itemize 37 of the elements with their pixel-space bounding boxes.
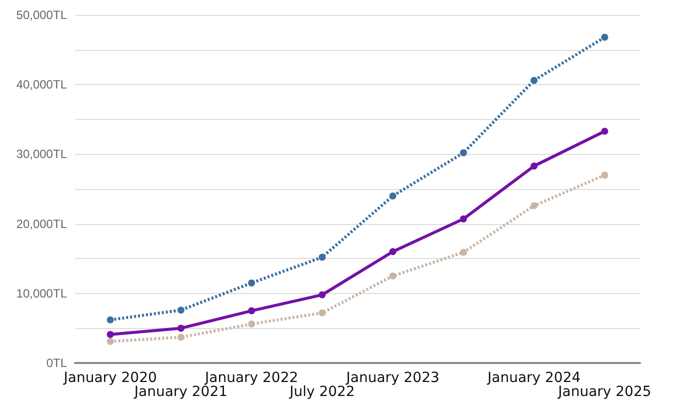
point [318,254,326,261]
point [389,272,396,280]
y-tick-label: 30,000TL [16,147,68,162]
x-tick-label: July 2022 [288,384,355,400]
point [177,334,184,341]
x-tick-label: January 2023 [345,370,440,386]
point [601,34,608,41]
y-tick-label: 50,000TL [16,8,68,22]
point [389,248,396,256]
y-tick-label: 40,000TL [16,78,68,92]
y-tick-label: 20,000TL [16,216,68,231]
point [389,192,396,200]
point [530,202,538,210]
point [177,306,184,314]
y-tick-label: 10,000TL [16,286,68,300]
point [460,149,467,156]
point [530,162,538,170]
y-tick-label: 0TL [46,356,68,370]
x-tick-label: January 2024 [486,370,581,386]
point [530,76,538,84]
point [106,338,114,345]
x-tick-label: January 2022 [204,370,298,386]
point [177,324,184,332]
point [106,330,114,338]
point [460,215,467,222]
point [318,309,326,316]
point [601,128,608,135]
point [248,320,256,328]
point [318,291,326,298]
point [460,248,467,256]
x-tick-label: January 2025 [557,384,652,400]
point [601,172,608,179]
x-tick-label: January 2020 [62,370,157,386]
point [248,307,256,314]
point [248,279,256,286]
point [106,316,114,324]
x-tick-label: January 2021 [133,384,228,400]
